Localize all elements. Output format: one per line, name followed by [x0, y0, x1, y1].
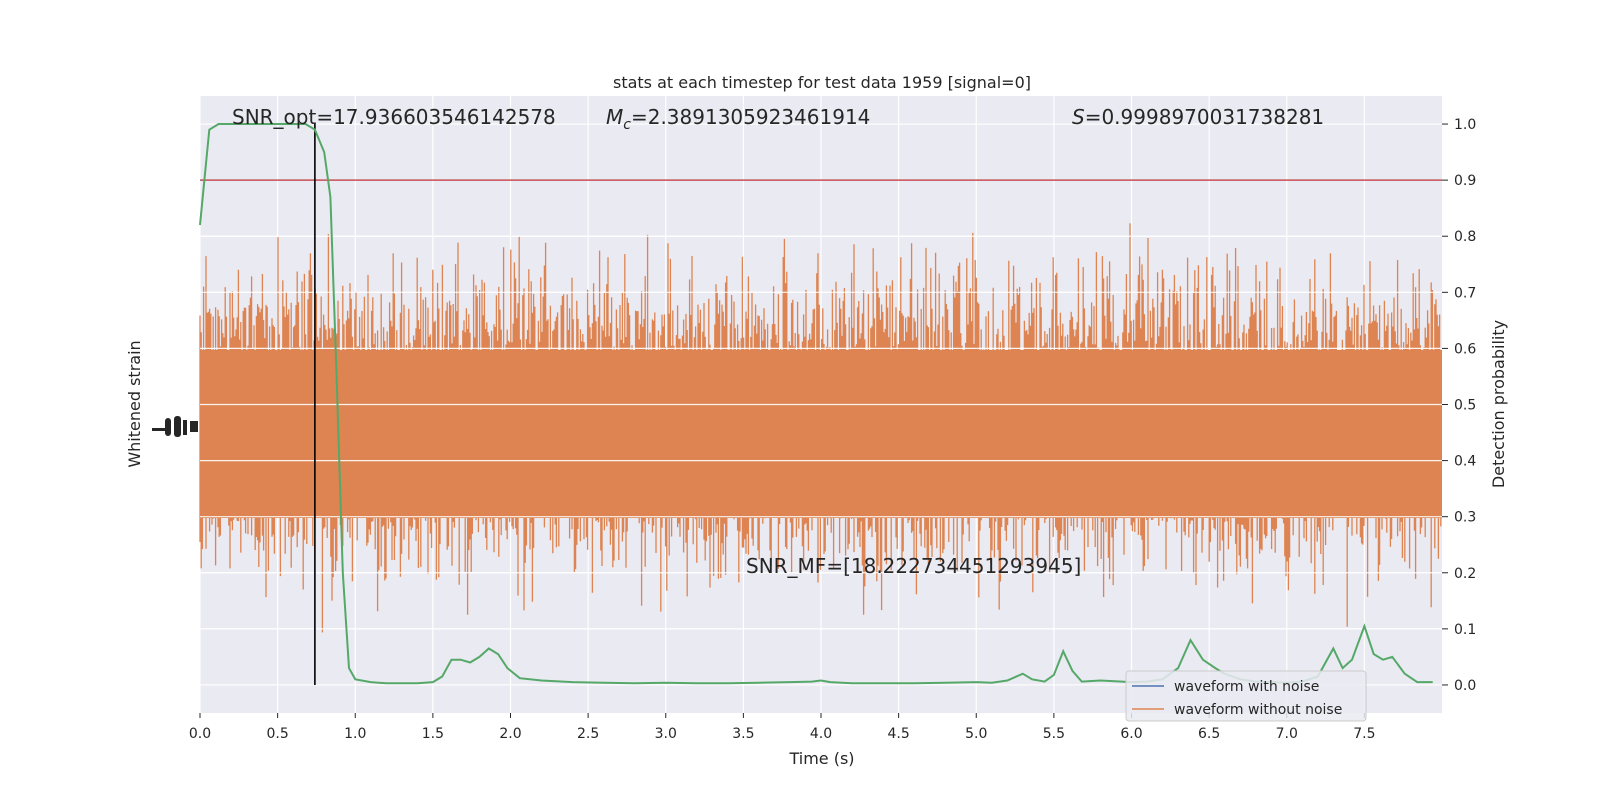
s-annotation: S=0.9998970031738281	[1072, 105, 1324, 129]
x-tick-label: 6.0	[1120, 726, 1142, 742]
waveform-without-noise-core	[200, 350, 1442, 518]
x-tick-label: 2.0	[499, 726, 521, 742]
x-axis-label: Time (s)	[788, 749, 854, 768]
s-symbol: S	[1072, 105, 1085, 129]
left-y-axis-label: Whitened strain	[125, 340, 144, 467]
right-y-axis-label: Detection probability	[1489, 320, 1508, 488]
x-tick-label: 0.5	[266, 726, 288, 742]
legend: waveform with noise waveform without noi…	[1125, 670, 1367, 722]
x-tick-label: 3.5	[732, 726, 754, 742]
x-tick-label: 4.0	[810, 726, 832, 742]
y-right-tick-label: 0.7	[1454, 285, 1476, 301]
x-tick-label: 6.5	[1198, 726, 1220, 742]
waveform-without-noise-series	[199, 123, 1442, 686]
x-tick-label: 1.0	[344, 726, 366, 742]
y-right-tick-label: 0.8	[1454, 229, 1476, 245]
x-tick-label: 1.5	[422, 726, 444, 742]
x-tick-label: 7.0	[1276, 726, 1298, 742]
snr-opt-annotation: SNR_opt=17.936603546142578	[232, 105, 556, 129]
x-tick-label: 3.0	[655, 726, 677, 742]
y-right-tick-label: 0.9	[1454, 173, 1476, 189]
y-right-tick-label: 0.3	[1454, 510, 1476, 526]
legend-label-with-noise: waveform with noise	[1174, 679, 1319, 695]
y-right-tick-label: 1.0	[1454, 117, 1476, 133]
y-right-tick-label: 0.4	[1454, 454, 1476, 470]
y-right-tick-label: 0.0	[1454, 678, 1476, 694]
reference-lines	[200, 124, 1442, 685]
left-axis-collapsed-ticks	[152, 416, 198, 437]
x-tick-label: 4.5	[887, 726, 909, 742]
y-right-tick-label: 0.5	[1454, 398, 1476, 414]
x-tick-label: 0.0	[189, 726, 211, 742]
chart-title: stats at each timestep for test data 195…	[613, 73, 1031, 92]
x-tick-label: 5.5	[1043, 726, 1065, 742]
chirp-mass-annotation: Mc=2.3891305923461914	[606, 105, 870, 133]
s-value: =0.9998970031738281	[1085, 105, 1324, 129]
x-tick-label: 5.0	[965, 726, 987, 742]
x-tick-label: 2.5	[577, 726, 599, 742]
x-tick-label: 7.5	[1353, 726, 1375, 742]
y-right-tick-label: 0.6	[1454, 341, 1476, 357]
chirp-mass-subscript: c	[623, 117, 631, 133]
y-right-tick-label: 0.1	[1454, 622, 1476, 638]
chirp-mass-symbol: M	[606, 105, 623, 129]
ticks: 0.0 0.5 1.0 1.5 2.0 2.5 3.0 3.5 4.0 4.5 5.0 5.5 6.0 6…	[189, 117, 1476, 742]
y-right-tick-label: 0.2	[1454, 566, 1476, 582]
legend-box	[1125, 670, 1367, 722]
snr-mf-annotation: SNR_MF=[18.222734451293945]	[746, 554, 1081, 578]
legend-label-without-noise: waveform without noise	[1174, 702, 1342, 718]
chirp-mass-value: =2.3891305923461914	[631, 105, 870, 129]
